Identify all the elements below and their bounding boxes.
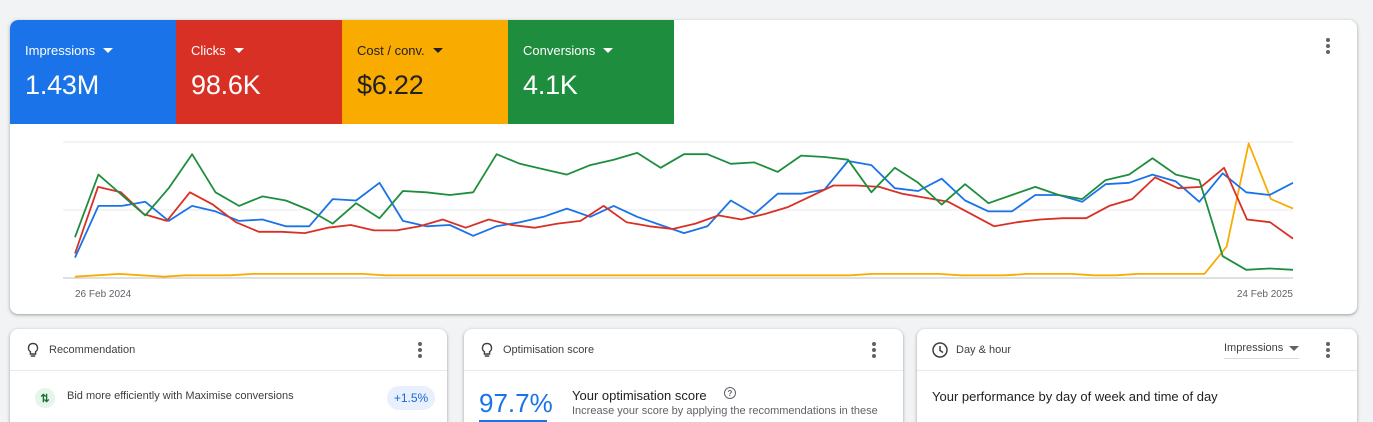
dropdown-caret-icon bbox=[103, 48, 114, 53]
dropdown-caret-icon bbox=[432, 48, 443, 53]
metric-label: Cost / conv. bbox=[357, 42, 425, 58]
lightbulb-icon bbox=[481, 342, 493, 357]
metric-value: 98.6K bbox=[191, 70, 261, 100]
metric-value: 4.1K bbox=[523, 70, 578, 100]
performance-overview-card: Impressions 1.43M Clicks 98.6K Cost / co… bbox=[10, 20, 1357, 314]
metric-value: 1.43M bbox=[25, 70, 100, 100]
optimisation-score-heading: Your optimisation score bbox=[572, 388, 707, 403]
card-title: Recommendation bbox=[49, 344, 136, 356]
performance-line-chart: 26 Feb 2024 24 Feb 2025 bbox=[63, 141, 1294, 300]
dropdown-caret-icon bbox=[1289, 346, 1300, 351]
bidding-arrows-icon: ⇅ bbox=[35, 388, 55, 408]
metric-dropdown[interactable]: Impressions bbox=[1224, 342, 1300, 359]
x-axis-start-label: 26 Feb 2024 bbox=[75, 289, 132, 300]
series-line-clicks bbox=[74, 166, 1294, 254]
more-options-icon[interactable] bbox=[408, 338, 432, 362]
chart-series bbox=[74, 142, 1294, 278]
card-title: Optimisation score bbox=[503, 344, 595, 356]
more-options-icon[interactable] bbox=[1316, 338, 1340, 362]
card-title: Day & hour bbox=[956, 344, 1012, 356]
metric-tile-clicks[interactable]: Clicks 98.6K bbox=[176, 20, 342, 124]
day-hour-description: Your performance by day of week and time… bbox=[932, 389, 1218, 404]
series-line-conversions bbox=[74, 151, 1294, 271]
chart-grid bbox=[63, 141, 1293, 279]
clock-history-icon bbox=[932, 342, 948, 358]
lightbulb-icon bbox=[27, 342, 39, 357]
dropdown-caret-icon bbox=[233, 48, 244, 53]
metric-label: Conversions bbox=[523, 42, 596, 58]
metric-tile-impressions[interactable]: Impressions 1.43M bbox=[10, 20, 176, 124]
x-axis-end-label: 24 Feb 2025 bbox=[1237, 289, 1294, 300]
help-icon[interactable]: ? bbox=[724, 387, 736, 399]
card-header: Day & hour Impressions bbox=[917, 329, 1357, 371]
dropdown-value: Impressions bbox=[1224, 342, 1284, 354]
optimisation-score-description: Increase your score by applying the reco… bbox=[572, 405, 878, 417]
dropdown-caret-icon bbox=[603, 48, 614, 53]
card-header: Optimisation score bbox=[464, 329, 903, 371]
metric-label: Clicks bbox=[191, 42, 226, 58]
metric-value: $6.22 bbox=[357, 70, 424, 100]
more-options-icon[interactable] bbox=[1316, 34, 1340, 58]
more-options-icon[interactable] bbox=[862, 338, 886, 362]
score-uplift-badge[interactable]: +1.5% bbox=[387, 386, 435, 410]
metric-tile-conversions[interactable]: Conversions 4.1K bbox=[508, 20, 674, 124]
day-hour-card: Day & hour Impressions Your performance … bbox=[917, 329, 1357, 422]
metric-tiles: Impressions 1.43M Clicks 98.6K Cost / co… bbox=[10, 20, 674, 124]
optimisation-score-card: Optimisation score 97.7% Your optimisati… bbox=[464, 329, 903, 422]
recommendation-card: Recommendation ⇅ Bid more efficiently wi… bbox=[10, 329, 447, 422]
series-line-cost-conv bbox=[74, 142, 1294, 278]
card-header: Recommendation bbox=[10, 329, 447, 371]
optimisation-score-value[interactable]: 97.7% bbox=[479, 388, 553, 418]
metric-label: Impressions bbox=[25, 42, 96, 58]
series-line-impressions bbox=[74, 160, 1294, 258]
metric-tile-cost-per-conversion[interactable]: Cost / conv. $6.22 bbox=[342, 20, 508, 124]
recommendation-text[interactable]: Bid more efficiently with Maximise conve… bbox=[67, 390, 294, 402]
score-underline bbox=[479, 420, 547, 422]
